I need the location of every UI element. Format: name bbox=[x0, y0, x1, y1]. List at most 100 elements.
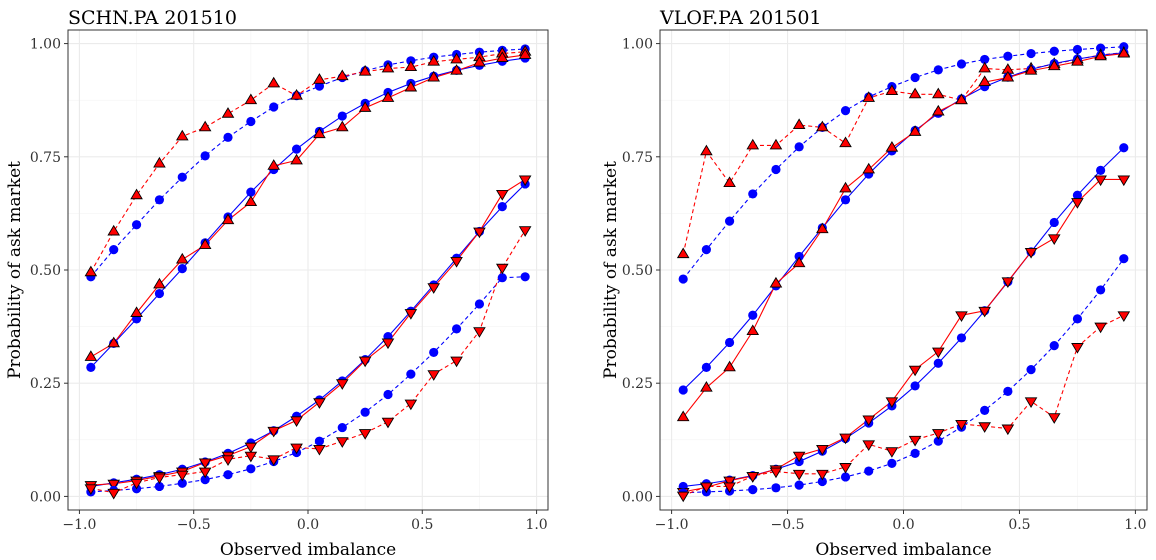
data-point-circle bbox=[840, 106, 851, 116]
y-tick-label: 0.00 bbox=[30, 489, 61, 505]
data-point-triangle-down bbox=[1001, 424, 1015, 436]
data-point-triangle-up bbox=[153, 277, 166, 289]
data-point-triangle-up bbox=[1117, 46, 1131, 58]
data-point-circle bbox=[86, 362, 96, 372]
data-point-circle bbox=[154, 195, 165, 205]
data-point-triangle-down bbox=[358, 429, 372, 440]
series-line-1 bbox=[90, 51, 526, 273]
x-tick-label: −0.5 bbox=[771, 517, 805, 533]
data-point-triangle-up bbox=[244, 195, 258, 207]
data-point-triangle-up bbox=[358, 64, 372, 76]
data-point-circle bbox=[910, 72, 920, 83]
data-point-triangle-down bbox=[1117, 175, 1131, 187]
data-point-circle bbox=[701, 362, 711, 372]
data-point-triangle-down bbox=[518, 226, 532, 237]
data-point-circle bbox=[678, 274, 688, 284]
data-point-triangle-down bbox=[267, 455, 281, 466]
data-point-circle bbox=[337, 422, 347, 433]
data-point-triangle-down bbox=[955, 311, 968, 322]
data-point-circle bbox=[1026, 365, 1036, 375]
data-point-circle bbox=[840, 195, 851, 205]
data-point-circle bbox=[794, 142, 804, 152]
data-point-circle bbox=[200, 151, 210, 161]
x-tick-label: −1.0 bbox=[62, 517, 96, 533]
data-point-triangle-up bbox=[290, 88, 303, 100]
data-point-circle bbox=[771, 164, 781, 175]
data-point-triangle-down bbox=[1071, 198, 1084, 209]
data-point-triangle-down bbox=[130, 478, 143, 490]
data-point-circle bbox=[223, 470, 233, 480]
data-point-circle bbox=[1072, 314, 1083, 324]
data-point-triangle-up bbox=[676, 247, 690, 259]
data-point-circle bbox=[1003, 51, 1013, 61]
data-point-triangle-down bbox=[908, 365, 922, 377]
data-point-circle bbox=[406, 369, 416, 379]
data-point-triangle-down bbox=[1071, 343, 1084, 354]
data-point-triangle-up bbox=[175, 252, 189, 264]
data-point-circle bbox=[1096, 285, 1106, 295]
x-tick-label: 0.0 bbox=[892, 517, 914, 533]
data-point-circle bbox=[910, 448, 920, 458]
data-point-triangle-down bbox=[746, 472, 760, 483]
data-point-triangle-up bbox=[885, 84, 899, 96]
data-point-circle bbox=[956, 333, 967, 343]
data-point-triangle-down bbox=[518, 175, 532, 187]
data-point-triangle-up bbox=[107, 224, 121, 236]
data-point-triangle-up bbox=[290, 153, 303, 165]
data-point-circle bbox=[223, 132, 233, 142]
data-point-triangle-up bbox=[335, 120, 349, 132]
series-line-7 bbox=[90, 229, 526, 494]
data-point-circle bbox=[337, 111, 347, 121]
data-point-circle bbox=[748, 485, 758, 495]
data-point-triangle-up bbox=[427, 55, 441, 66]
data-point-triangle-down bbox=[404, 399, 418, 411]
data-point-triangle-down bbox=[955, 420, 968, 431]
y-tick-label: 0.25 bbox=[30, 376, 61, 392]
data-point-circle bbox=[246, 464, 256, 474]
data-point-triangle-up bbox=[84, 265, 98, 277]
data-point-circle bbox=[1049, 217, 1059, 228]
data-point-circle bbox=[864, 466, 874, 476]
data-point-circle bbox=[678, 385, 688, 395]
data-point-circle bbox=[177, 172, 187, 182]
y-tick-label: 0.25 bbox=[622, 376, 653, 392]
data-point-circle bbox=[1119, 143, 1129, 153]
data-point-triangle-up bbox=[221, 107, 235, 118]
axes: −1.0 −0.5 0.0 0.5 1.0 0.00 0.25 0.50 0.75 1.00 bbox=[622, 37, 1147, 533]
data-point-triangle-down bbox=[1094, 322, 1107, 334]
data-point-triangle-down bbox=[381, 417, 395, 429]
data-point-triangle-down bbox=[792, 469, 806, 481]
data-point-triangle-down bbox=[358, 356, 372, 368]
data-point-circle bbox=[748, 310, 758, 320]
data-point-triangle-up bbox=[792, 118, 806, 130]
data-point-triangle-up bbox=[130, 306, 143, 317]
data-point-triangle-up bbox=[908, 125, 922, 136]
data-point-circle bbox=[701, 245, 711, 255]
data-point-triangle-down bbox=[495, 263, 509, 275]
data-point-triangle-up bbox=[746, 138, 760, 150]
data-point-triangle-down bbox=[723, 476, 736, 488]
x-tick-label: 0.0 bbox=[297, 517, 319, 533]
data-point-triangle-down bbox=[313, 398, 326, 409]
y-tick-label: 0.75 bbox=[30, 150, 61, 166]
data-point-triangle-down bbox=[1001, 277, 1015, 289]
data-point-circle bbox=[771, 483, 781, 493]
data-point-triangle-down bbox=[839, 433, 852, 445]
data-point-triangle-down bbox=[495, 189, 509, 201]
data-point-triangle-down bbox=[221, 455, 235, 466]
chart-title: VLOF.PA 201501 bbox=[659, 7, 822, 29]
data-point-triangle-up bbox=[153, 156, 166, 168]
x-axis-label: Observed imbalance bbox=[815, 540, 991, 560]
data-point-triangle-down bbox=[107, 488, 121, 500]
data-point-circle bbox=[724, 216, 735, 226]
data-point-triangle-down bbox=[244, 451, 258, 463]
data-point-triangle-up bbox=[450, 64, 463, 75]
data-point-triangle-down bbox=[290, 443, 303, 455]
data-point-triangle-up bbox=[908, 87, 922, 99]
data-point-triangle-down bbox=[1094, 175, 1107, 187]
data-point-triangle-up bbox=[816, 222, 829, 234]
data-point-triangle-down bbox=[267, 426, 281, 438]
data-point-triangle-up bbox=[676, 410, 690, 422]
data-point-triangle-down bbox=[700, 482, 713, 494]
data-point-triangle-up bbox=[1001, 70, 1015, 82]
